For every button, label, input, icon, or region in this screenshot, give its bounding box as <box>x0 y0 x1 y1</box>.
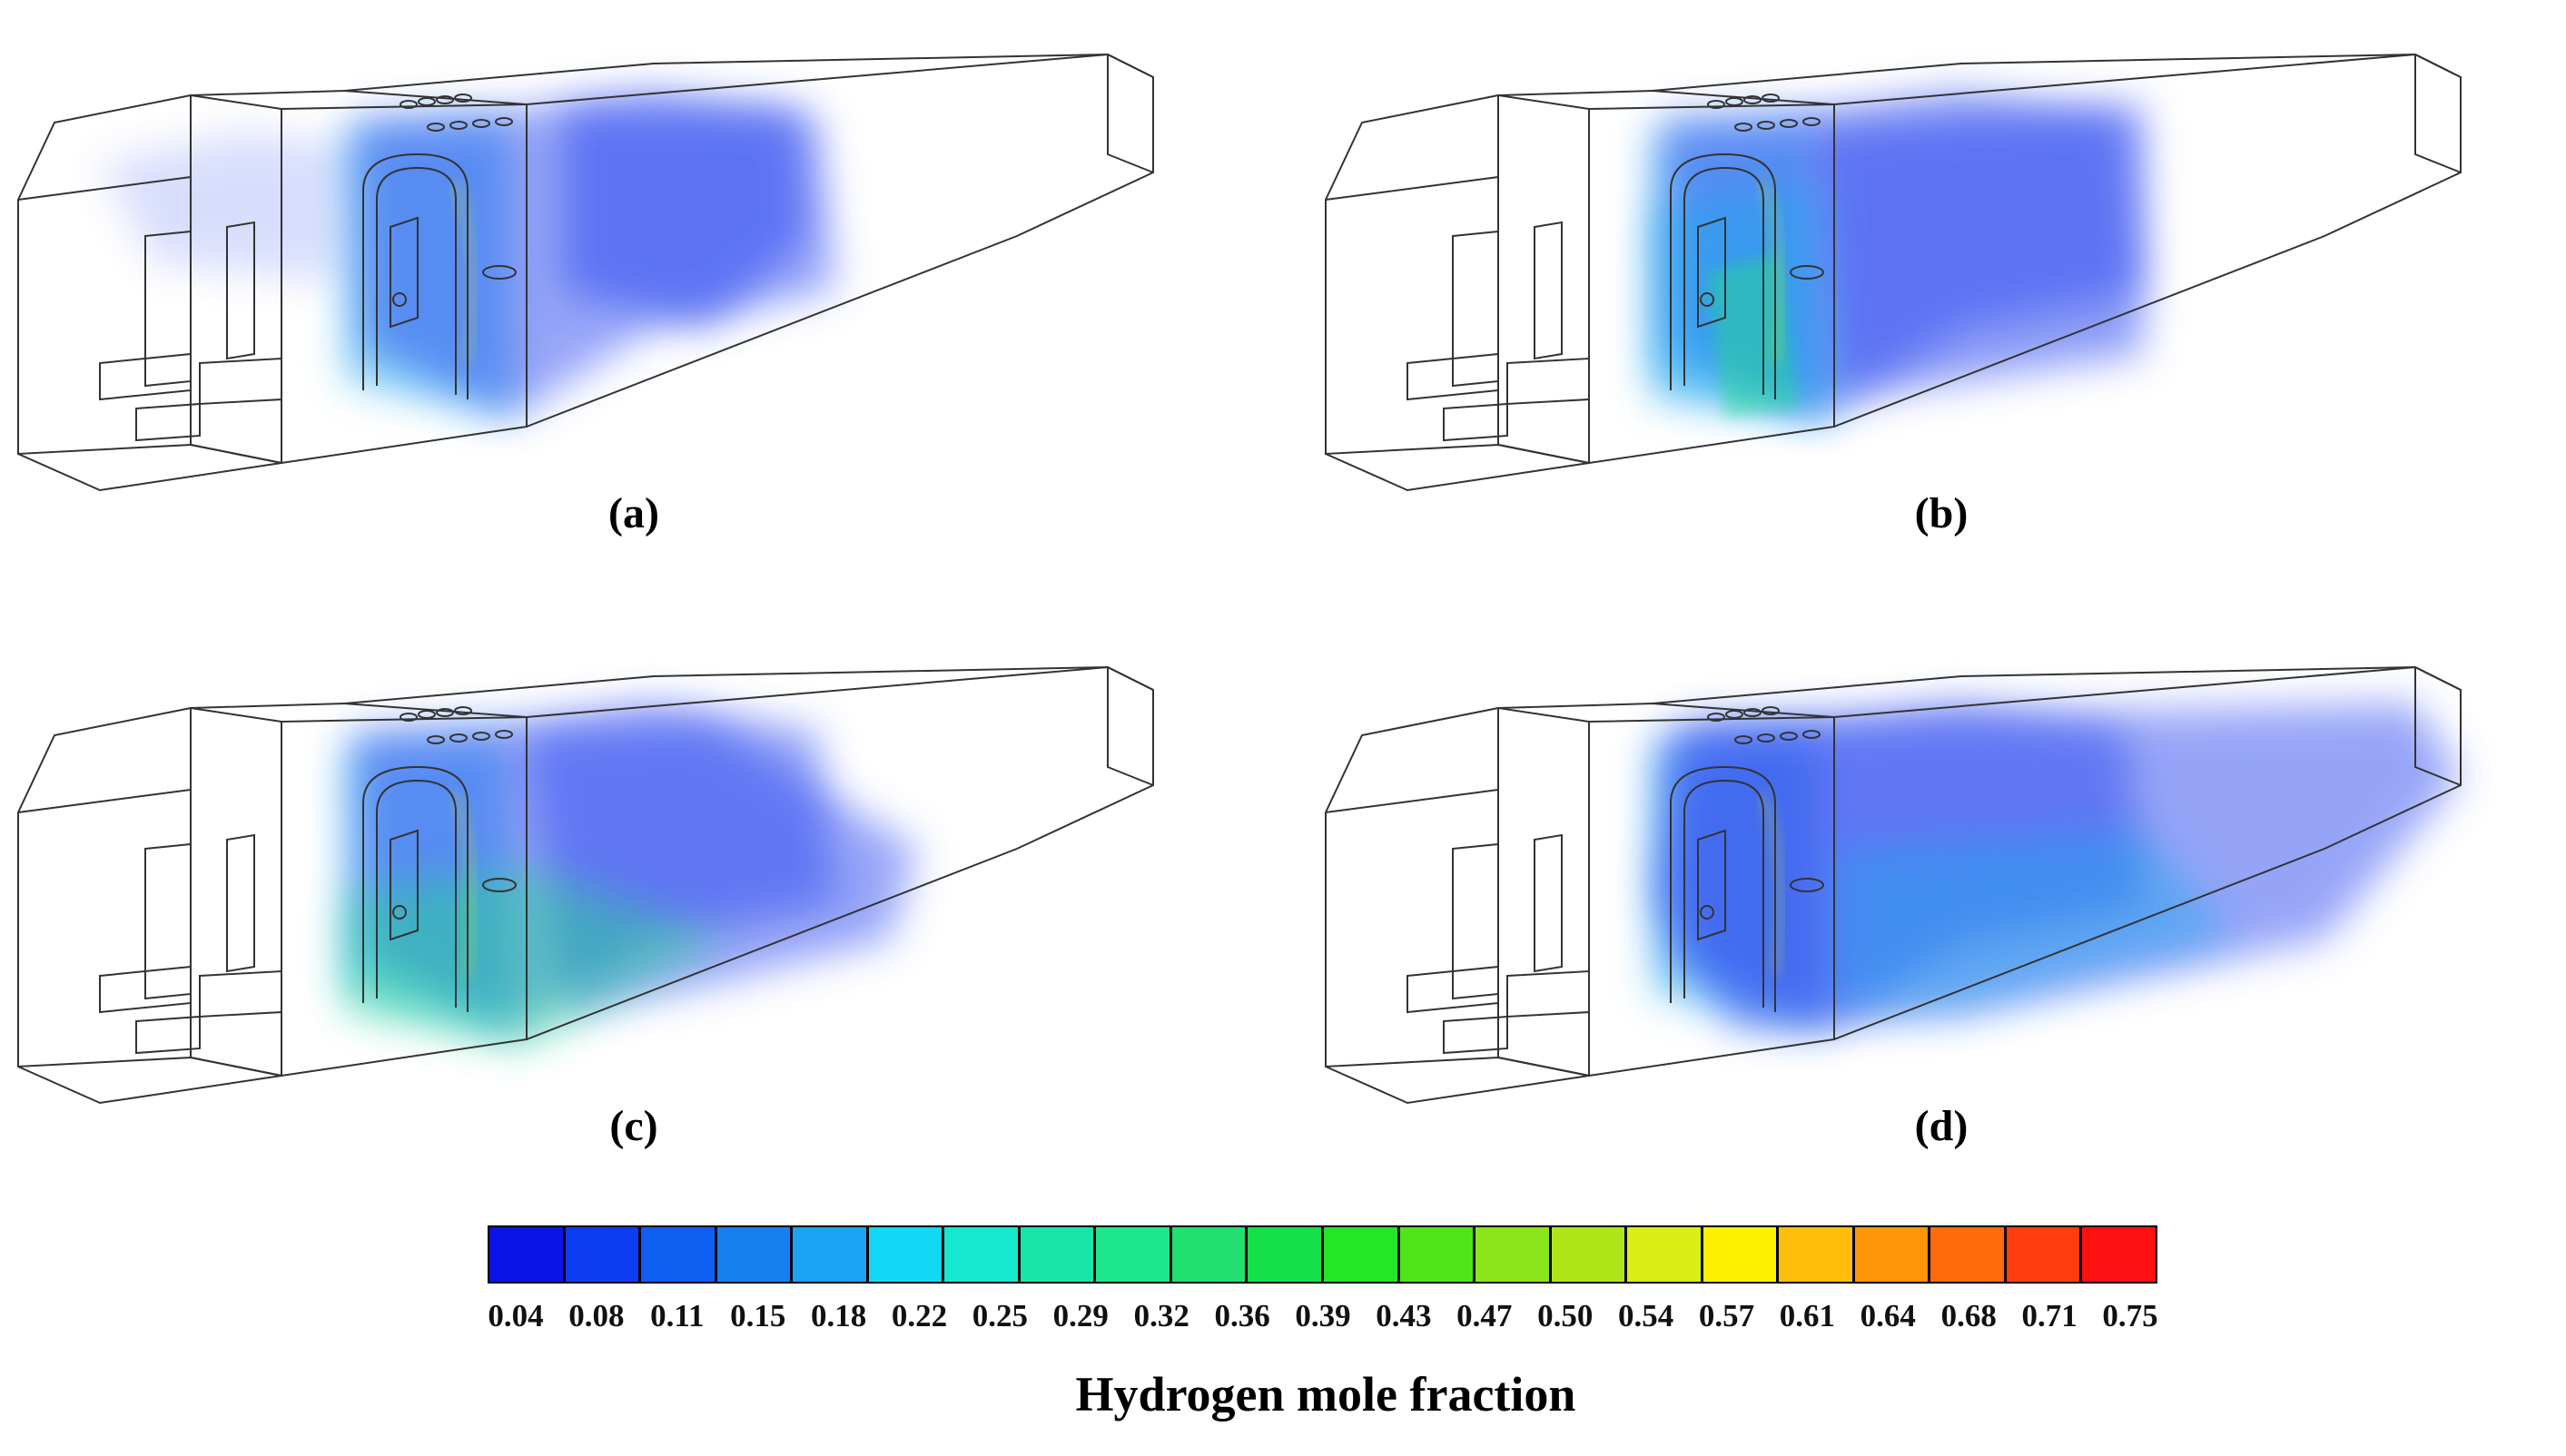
train-car-model-d <box>1325 665 2462 1105</box>
vent-holes <box>1707 706 1821 744</box>
colorbar-tick-label: 0.43 <box>1376 1298 1432 1333</box>
colorbar-swatch <box>791 1225 868 1284</box>
colorbar-tick-label: 0.32 <box>1133 1298 1189 1333</box>
colorbar-swatch <box>563 1225 641 1284</box>
colorbar-tick-label: 0.04 <box>488 1298 544 1333</box>
vent-holes <box>400 93 513 132</box>
colorbar-swatch <box>1777 1225 1854 1284</box>
colorbar-tick-label: 0.18 <box>810 1298 867 1333</box>
panel-caption-d: (d) <box>1914 1102 1969 1150</box>
panel-caption-b: (b) <box>1914 489 1969 537</box>
panel-b: (b) <box>1325 53 2566 537</box>
colorbar-swatch <box>1474 1225 1551 1284</box>
colorbar-swatch <box>1929 1225 2006 1284</box>
colorbar-tick-label: 0.75 <box>2102 1298 2158 1333</box>
colorbar-swatch <box>866 1225 944 1284</box>
colorbar-swatch <box>2080 1225 2157 1284</box>
hydrogen-plume <box>100 91 835 418</box>
colorbar-tick-label: 0.36 <box>1214 1298 1270 1333</box>
train-car-model-b <box>1325 53 2462 492</box>
colorbar-swatch <box>1397 1225 1475 1284</box>
sensor-point <box>1700 292 1714 307</box>
colorbar-swatch <box>715 1225 793 1284</box>
colorbar-swatch <box>1852 1225 1930 1284</box>
colorbar-swatch <box>943 1225 1020 1284</box>
floor-hole <box>1790 878 1824 892</box>
colorbar-swatch <box>1322 1225 1399 1284</box>
train-car-model-a <box>17 53 1154 492</box>
panel-a: (a) <box>17 53 1280 537</box>
colorbar-tick-label: 0.57 <box>1698 1298 1755 1333</box>
colorbar-tick-label: 0.71 <box>2021 1298 2077 1333</box>
wireframe <box>17 665 1154 1105</box>
colorbar-tick-label: 0.64 <box>1860 1298 1916 1333</box>
hydrogen-plume <box>1653 703 2461 1030</box>
colorbar-tick-labels: 0.04 0.08 0.11 0.15 0.18 0.22 0.25 0.29 0.32 0.36… <box>488 1298 2158 1343</box>
colorbar-swatch <box>1170 1225 1248 1284</box>
colorbar-tick-label: 0.50 <box>1537 1298 1594 1333</box>
colorbar-swatch <box>2004 1225 2082 1284</box>
colorbar-swatch <box>1701 1225 1779 1284</box>
panel-caption-c: (c) <box>609 1102 658 1150</box>
colorbar-tick-label: 0.68 <box>1940 1298 1997 1333</box>
floor-hole <box>1790 265 1824 280</box>
wireframe <box>17 53 1154 492</box>
sensor-point <box>392 905 407 920</box>
colorbar-tick-label: 0.39 <box>1295 1298 1351 1333</box>
colorbar-title: Hydrogen mole fraction <box>1075 1367 1576 1422</box>
colorbar-swatch <box>1246 1225 1323 1284</box>
colorbar-swatch <box>1094 1225 1171 1284</box>
colorbar-tick-label: 0.08 <box>568 1298 625 1333</box>
colorbar-tick-label: 0.54 <box>1617 1298 1674 1333</box>
colorbar-tick-label: 0.47 <box>1456 1298 1513 1333</box>
colorbar-tick-label: 0.11 <box>650 1298 705 1333</box>
colorbar-swatch <box>639 1225 716 1284</box>
train-car-model-c <box>17 665 1154 1105</box>
wireframe <box>1325 665 2462 1105</box>
colorbar-tick-label: 0.29 <box>1052 1298 1109 1333</box>
hydrogen-plume <box>345 703 917 1048</box>
colorbar-tick-label: 0.15 <box>730 1298 786 1333</box>
wireframe <box>1325 53 2462 492</box>
vent-holes <box>1707 93 1821 132</box>
floor-hole <box>482 878 517 892</box>
panel-c: (c) <box>17 665 1280 1150</box>
colorbar-swatch <box>1549 1225 1627 1284</box>
panel-d: (d) <box>1325 665 2566 1150</box>
floor-hole <box>482 265 517 280</box>
colorbar-swatch <box>1625 1225 1702 1284</box>
colorbar-tick-label: 0.22 <box>891 1298 948 1333</box>
sensor-point <box>1700 905 1714 920</box>
colorbar <box>488 1225 2157 1285</box>
colorbar-tick-label: 0.61 <box>1779 1298 1836 1333</box>
panel-caption-a: (a) <box>608 489 659 537</box>
colorbar-swatch <box>488 1225 565 1284</box>
vent-holes <box>400 706 513 744</box>
colorbar-swatch <box>1018 1225 1096 1284</box>
sensor-point <box>392 292 407 307</box>
colorbar-tick-label: 0.25 <box>972 1298 1029 1333</box>
